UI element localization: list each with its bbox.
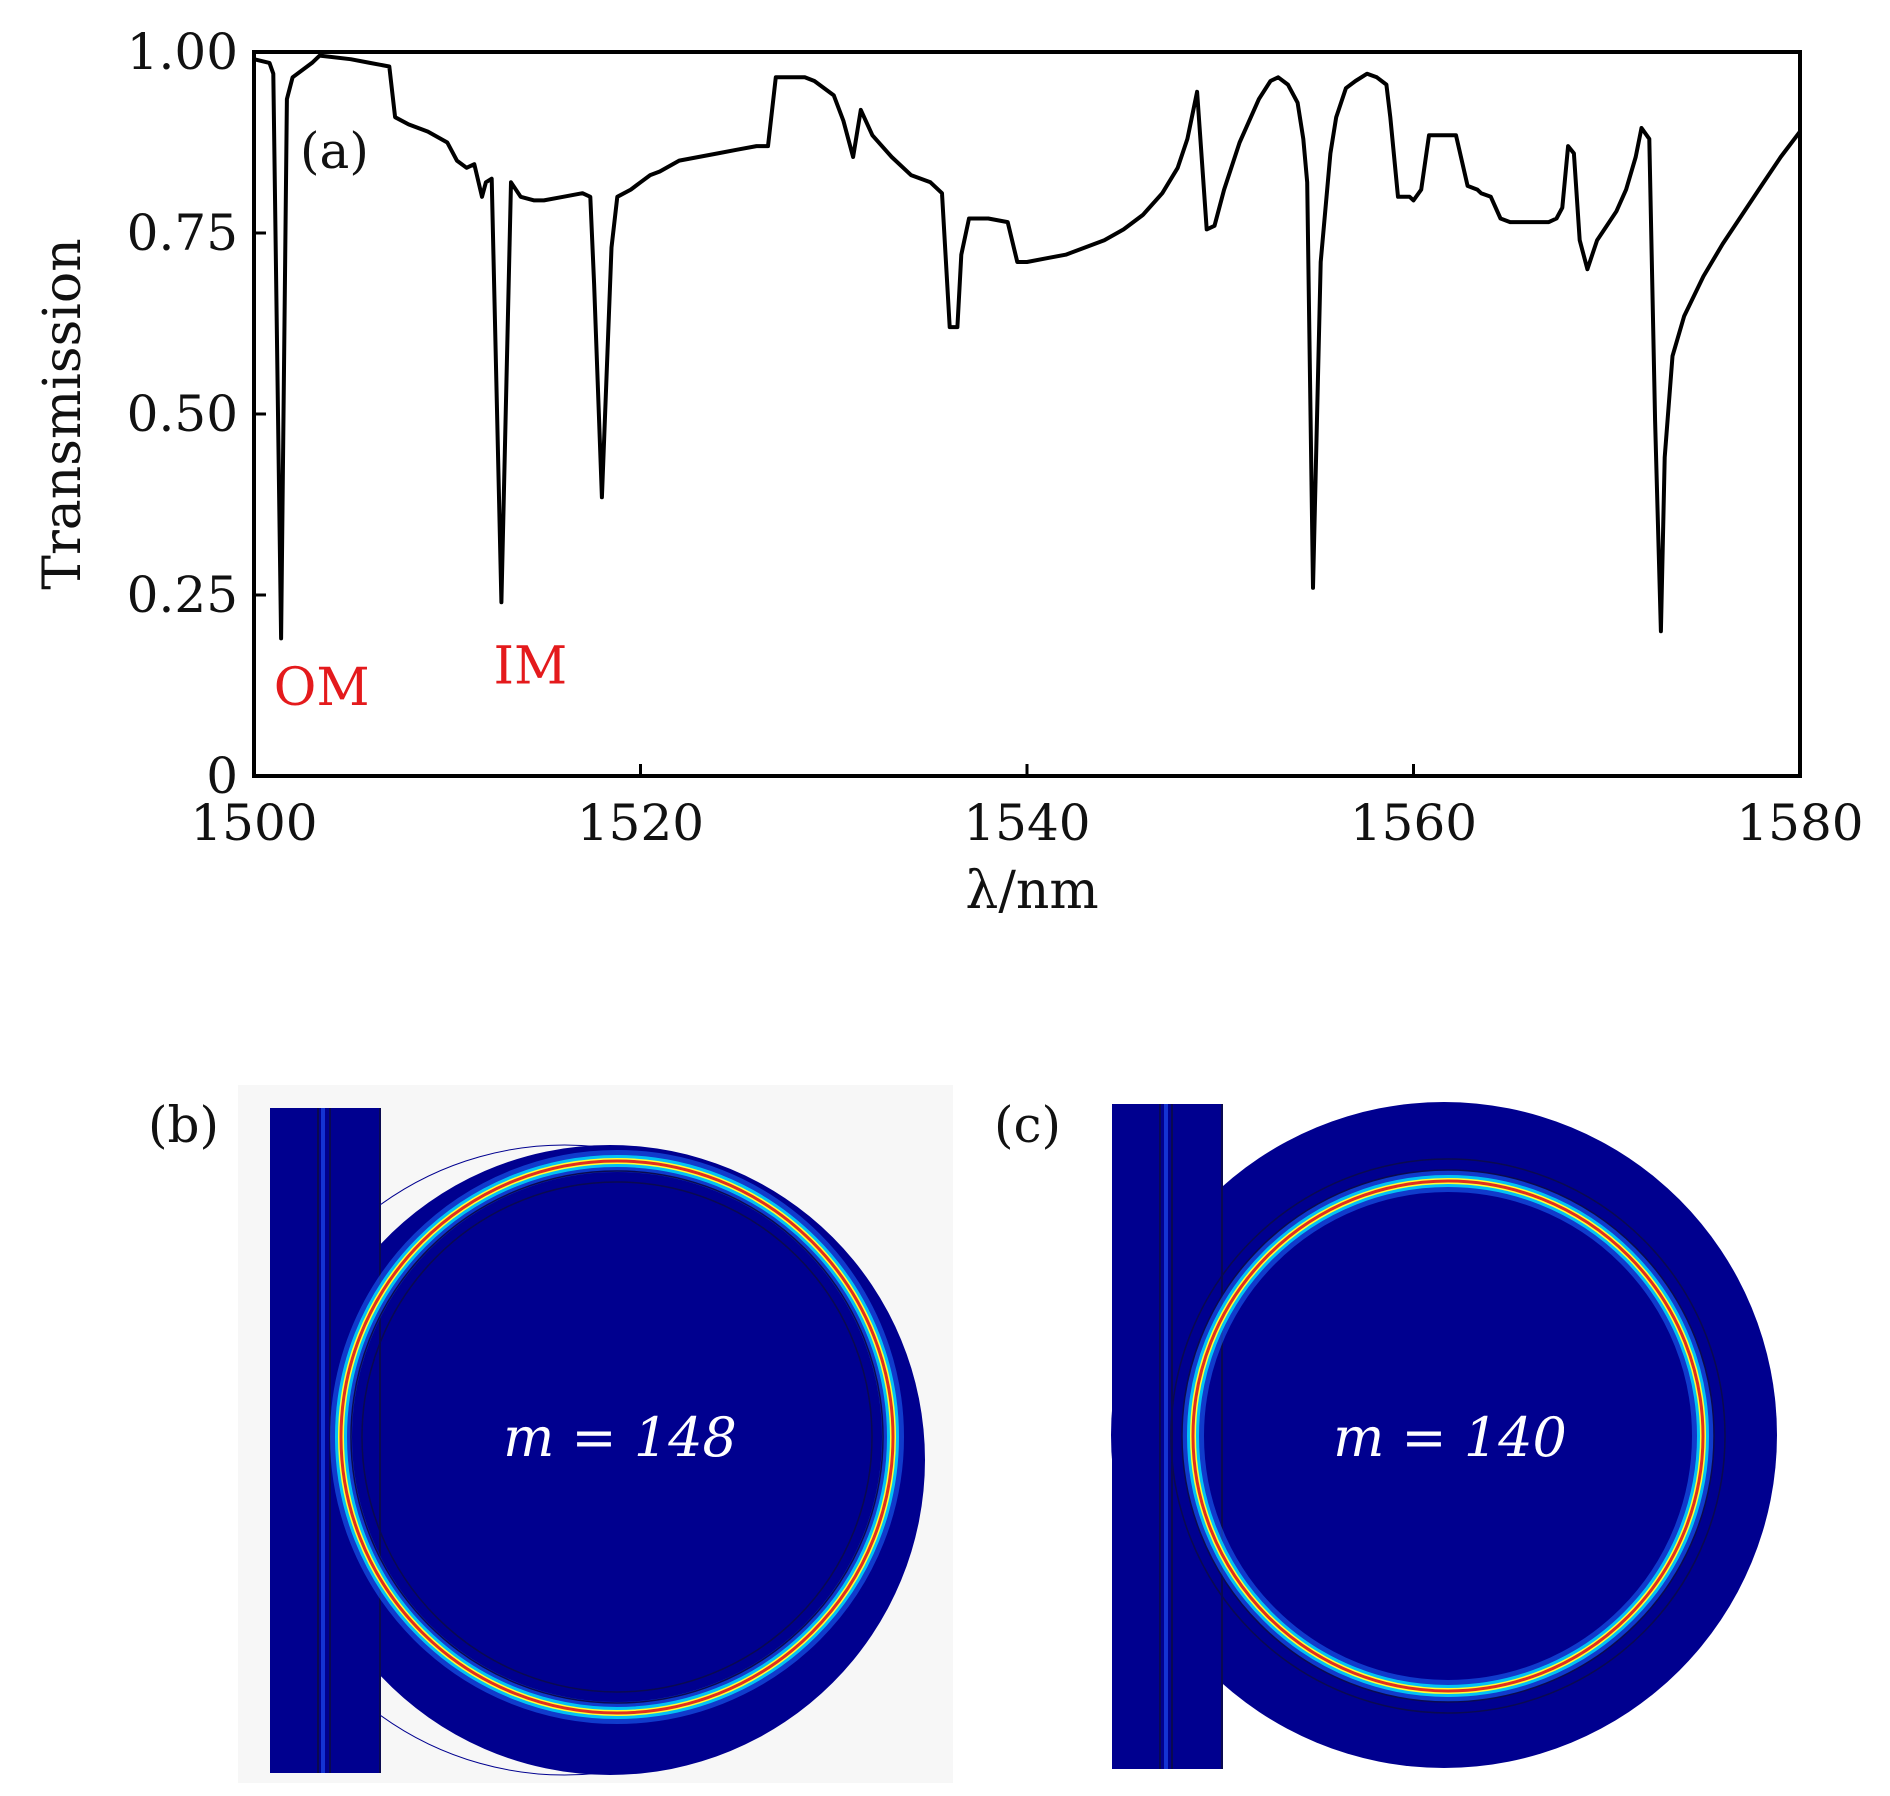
y-tick-label: 0.25 [127, 566, 238, 624]
y-axis-label: Transmission [33, 238, 93, 589]
panel-label-c: (c) [994, 1096, 1061, 1154]
mode-number-b: m = 148 [503, 1406, 737, 1469]
x-tick-label: 1580 [1736, 794, 1863, 852]
field-panel-c: (c) m = 140 [994, 1096, 1777, 1769]
ring-mode-c [1170, 1158, 1726, 1714]
x-axis-label: λ/nm [965, 861, 1098, 921]
annotation-om: OM [274, 658, 370, 718]
y-axis-ticks: 0 0.25 0.50 0.75 1.00 [127, 23, 266, 805]
x-tick-label: 1500 [190, 794, 317, 852]
annotation-im: IM [493, 636, 567, 696]
transmission-plot: 1500 1520 1540 1560 1580 0 0.25 0.50 0.75 1.00 O… [33, 23, 1864, 921]
annotations: OM IM [274, 636, 568, 718]
x-axis-ticks: 1500 1520 1540 1560 1580 [190, 764, 1864, 852]
y-tick-label: 0.50 [127, 385, 238, 443]
y-tick-label: 0.75 [127, 204, 238, 262]
x-tick-label: 1540 [963, 794, 1090, 852]
panel-label-b: (b) [148, 1096, 219, 1154]
x-tick-label: 1560 [1350, 794, 1477, 852]
mode-number-c: m = 140 [1333, 1406, 1567, 1469]
x-tick-label: 1520 [577, 794, 704, 852]
transmission-series-line [253, 53, 1802, 641]
ring-mode-b [330, 1150, 904, 1724]
y-tick-label: 0 [206, 747, 238, 805]
panel-label-a: (a) [300, 122, 369, 180]
y-tick-label: 1.00 [127, 23, 238, 81]
field-panel-b: (b) m = 148 [148, 1085, 953, 1783]
ring-disk-c [1111, 1102, 1777, 1768]
